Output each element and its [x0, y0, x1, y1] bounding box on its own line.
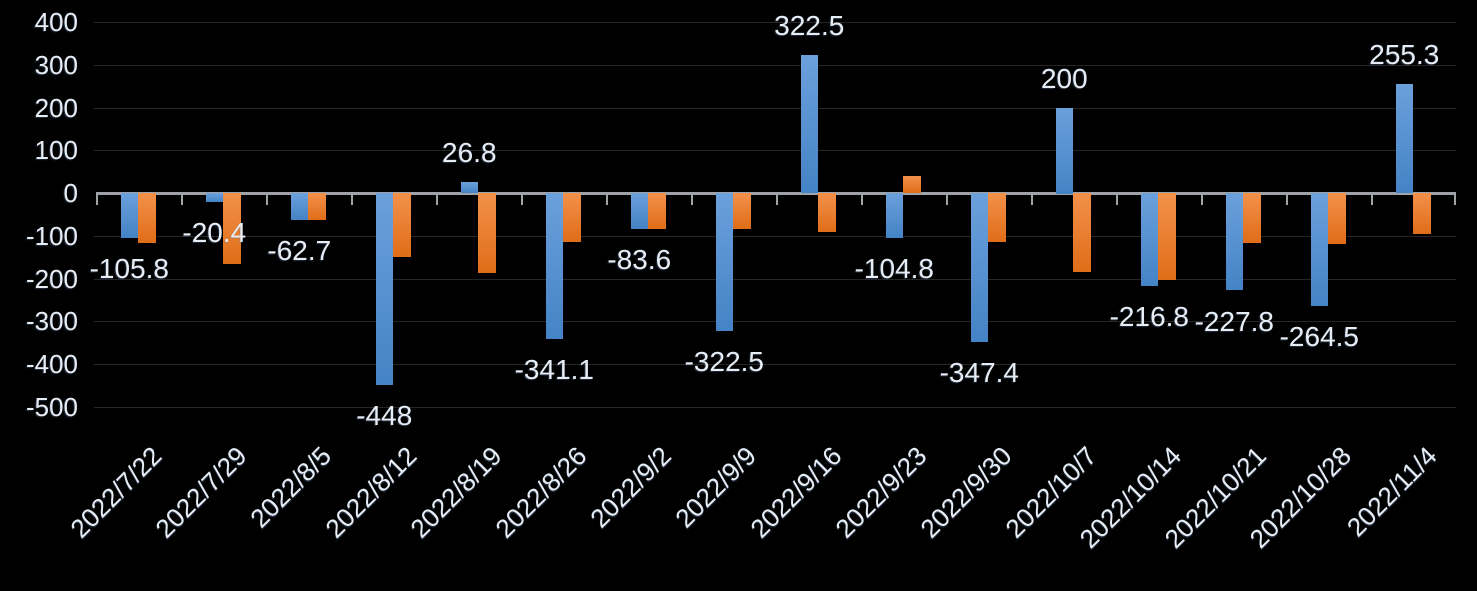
bar-orange-series-2022-10-21	[1243, 193, 1261, 243]
gridline--400	[94, 364, 1456, 365]
bar-blue-series-2022-8-26	[545, 193, 563, 339]
y-axis-label-100: 100	[34, 135, 78, 165]
bar-blue-series-2022-9-23	[885, 193, 903, 238]
bar-orange-series-2022-9-2	[648, 193, 666, 229]
x-axis-tick	[266, 194, 268, 205]
data-label-2022-7-29: -20.4	[182, 216, 247, 248]
bar-orange-series-2022-7-29	[223, 193, 241, 264]
x-axis-tick	[946, 194, 948, 205]
bar-blue-series-2022-9-9	[715, 193, 733, 331]
x-axis-label-2022-11-4: 2022/11/4	[1340, 440, 1443, 543]
bar-orange-series-2022-11-4	[1413, 193, 1431, 234]
x-axis-tick	[776, 194, 778, 205]
bar-orange-series-2022-10-14	[1158, 193, 1176, 280]
data-label-2022-10-7: 200	[1040, 62, 1088, 94]
x-axis-label-2022-8-26: 2022/8/26	[489, 440, 593, 544]
gridline--500	[94, 407, 1456, 408]
x-axis-tick	[691, 194, 693, 205]
gridline-400	[94, 22, 1456, 23]
bar-blue-series-2022-8-5	[290, 193, 308, 220]
x-axis-label-2022-9-16: 2022/9/16	[744, 440, 848, 544]
y-axis-label-300: 300	[34, 50, 78, 80]
y-axis-label--500: -500	[25, 392, 78, 422]
x-axis-tick	[351, 194, 353, 205]
x-axis-tick	[436, 194, 438, 205]
bar-blue-series-2022-9-16	[800, 55, 818, 193]
x-axis-tick	[1454, 194, 1456, 205]
data-label-2022-10-14: -216.8	[1109, 300, 1189, 332]
x-axis-label-2022-9-23: 2022/9/23	[829, 440, 933, 544]
data-label-2022-8-19: 26.8	[442, 136, 497, 168]
x-axis-tick	[1371, 194, 1373, 205]
gridline--100	[94, 236, 1456, 237]
bar-blue-series-2022-10-28	[1310, 193, 1328, 306]
bar-orange-series-2022-7-22	[138, 193, 156, 243]
bar-orange-series-2022-10-28	[1328, 193, 1346, 244]
gridline-100	[94, 150, 1456, 151]
x-axis-line	[96, 192, 1456, 195]
bar-blue-series-2022-10-14	[1140, 193, 1158, 286]
y-axis-label--300: -300	[25, 306, 78, 336]
x-axis-tick	[521, 194, 523, 205]
bar-orange-series-2022-10-7	[1073, 193, 1091, 272]
bar-orange-series-2022-8-12	[393, 193, 411, 257]
data-label-2022-9-23: -104.8	[854, 252, 934, 284]
x-axis-tick	[1116, 194, 1118, 205]
x-axis-label-2022-8-12: 2022/8/12	[319, 440, 423, 544]
data-label-2022-10-21: -227.8	[1194, 305, 1274, 337]
data-label-2022-11-4: 255.3	[1369, 38, 1440, 70]
x-axis-label-2022-9-2: 2022/9/2	[584, 440, 678, 534]
data-label-2022-8-5: -62.7	[267, 234, 332, 266]
bar-blue-series-2022-9-30	[970, 193, 988, 342]
x-axis-tick	[861, 194, 863, 205]
y-axis-label--100: -100	[25, 221, 78, 251]
gridline-200	[94, 108, 1456, 109]
bar-orange-series-2022-8-26	[563, 193, 581, 242]
gridline--300	[94, 321, 1456, 322]
y-axis-label--400: -400	[25, 349, 78, 379]
data-label-2022-10-28: -264.5	[1279, 321, 1359, 353]
x-axis-tick	[606, 194, 608, 205]
bar-orange-series-2022-9-16	[818, 193, 836, 232]
bar-orange-series-2022-9-23	[903, 176, 921, 193]
x-axis-tick	[96, 194, 98, 205]
data-label-2022-9-9: -322.5	[684, 346, 764, 378]
data-label-2022-9-16: 322.5	[774, 10, 845, 42]
bar-blue-series-2022-7-22	[120, 193, 138, 238]
x-axis-tick	[1031, 194, 1033, 205]
bar-orange-series-2022-8-5	[308, 193, 326, 220]
bar-orange-series-2022-8-19	[478, 193, 496, 273]
y-axis-label-0: 0	[63, 178, 78, 208]
x-axis-label-2022-8-19: 2022/8/19	[404, 440, 508, 544]
bar-blue-series-2022-8-19	[460, 182, 478, 193]
x-axis-label-2022-7-22: 2022/7/22	[64, 440, 168, 544]
y-axis-label-200: 200	[34, 93, 78, 123]
bar-orange-series-2022-9-9	[733, 193, 751, 229]
bar-blue-series-2022-9-2	[630, 193, 648, 229]
bar-blue-series-2022-10-21	[1225, 193, 1243, 290]
x-axis-label-2022-7-29: 2022/7/29	[149, 440, 253, 544]
gridline--200	[94, 279, 1456, 280]
data-label-2022-8-26: -341.1	[514, 354, 594, 385]
x-axis-label-2022-9-30: 2022/9/30	[914, 440, 1018, 544]
y-axis-label-400: 400	[34, 7, 78, 37]
gridline-300	[94, 65, 1456, 66]
x-axis-tick	[181, 194, 183, 205]
bar-blue-series-2022-11-4	[1395, 84, 1413, 193]
bar-blue-series-2022-7-29	[205, 193, 223, 202]
data-label-2022-7-22: -105.8	[89, 253, 169, 285]
y-axis-label--200: -200	[25, 264, 78, 294]
bar-blue-series-2022-8-12	[375, 193, 393, 385]
data-label-2022-9-30: -347.4	[939, 356, 1019, 388]
data-label-2022-9-2: -83.6	[607, 243, 672, 275]
x-axis-tick	[1201, 194, 1203, 205]
bar-blue-series-2022-10-7	[1055, 108, 1073, 194]
bar-orange-series-2022-9-30	[988, 193, 1006, 242]
data-label-2022-8-12: -448	[356, 399, 413, 431]
x-axis-tick	[1286, 194, 1288, 205]
